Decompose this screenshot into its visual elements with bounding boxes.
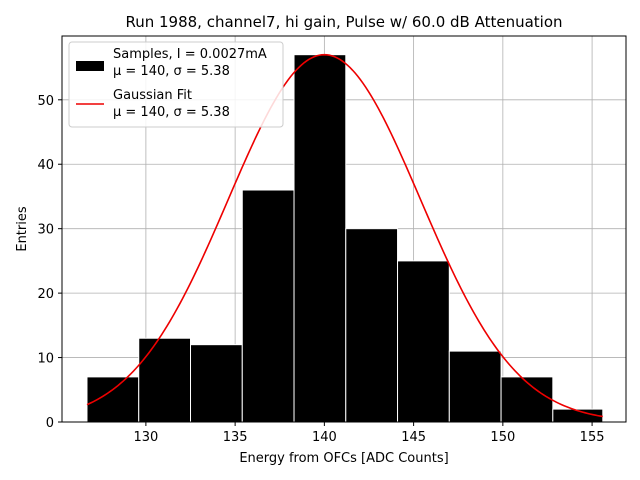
gaussian-fit-line — [86, 53, 603, 418]
y-tick-label: 0 — [46, 416, 54, 431]
x-tick-label: 140 — [312, 430, 337, 445]
y-axis-label: Entries — [15, 206, 30, 252]
histogram-bar — [190, 344, 243, 423]
x-tick-label: 155 — [580, 430, 605, 445]
legend-box — [68, 41, 284, 128]
legend-fit-label: Gaussian Fit — [113, 88, 192, 103]
legend: Samples, I = 0.0027mA μ = 140, σ = 5.38 … — [68, 41, 284, 128]
legend-swatch-samples — [76, 61, 104, 71]
x-tick-label: 130 — [133, 430, 158, 445]
histogram-bar — [397, 260, 450, 423]
y-tick-label: 10 — [37, 352, 54, 367]
y-axis-ticks: 0 10 20 30 40 50 — [37, 94, 62, 431]
legend-samples-detail: μ = 140, σ = 5.38 — [113, 64, 230, 79]
legend-fit-detail: μ = 140, σ = 5.38 — [113, 105, 230, 120]
histogram-bar — [345, 228, 399, 423]
chart-title: Run 1988, channel7, hi gain, Pulse w/ 60… — [125, 13, 562, 31]
y-tick-label: 30 — [37, 223, 54, 238]
x-tick-label: 145 — [401, 430, 426, 445]
y-tick-label: 40 — [37, 158, 54, 173]
x-tick-label: 150 — [490, 430, 515, 445]
histogram-bar — [241, 189, 295, 423]
x-axis-label: Energy from OFCs [ADC Counts] — [239, 451, 448, 466]
histogram-bar — [500, 376, 554, 423]
legend-samples-label: Samples, I = 0.0027mA — [113, 47, 267, 62]
x-axis-ticks: 130 135 140 145 150 155 — [133, 422, 605, 445]
histogram-bar — [448, 350, 502, 423]
histogram-bars — [86, 54, 604, 423]
histogram-bar — [138, 337, 192, 423]
x-tick-label: 135 — [223, 430, 248, 445]
gaussian-fit — [86, 53, 603, 418]
y-tick-label: 20 — [37, 287, 54, 302]
y-tick-label: 50 — [37, 94, 54, 109]
histogram-bar — [86, 376, 140, 423]
histogram-bar — [293, 54, 347, 423]
